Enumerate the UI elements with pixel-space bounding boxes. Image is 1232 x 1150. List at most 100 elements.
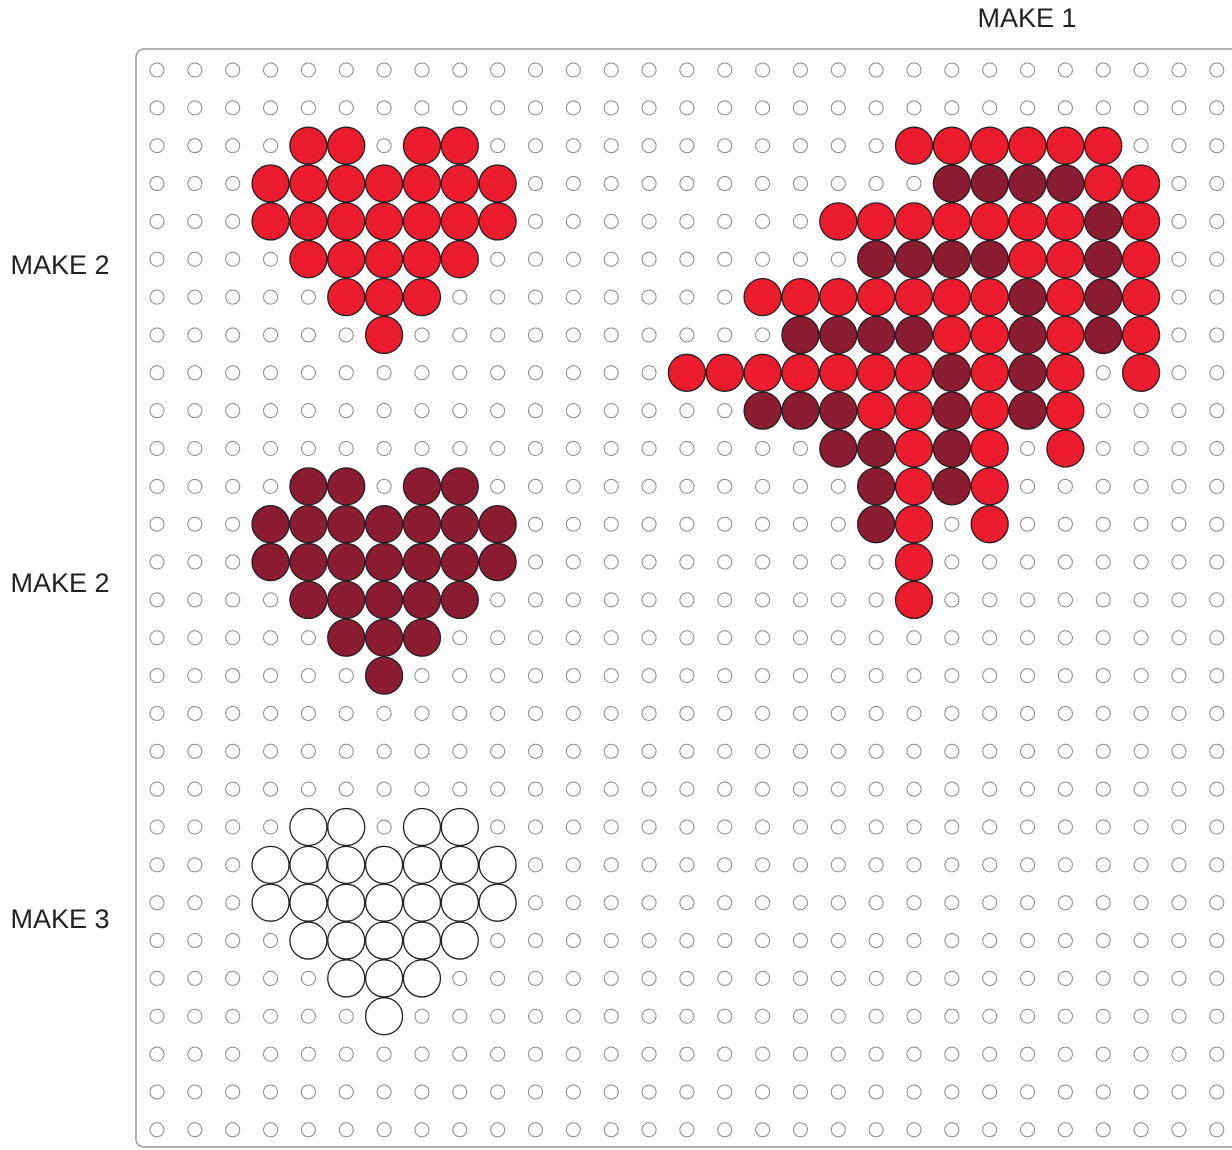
peg (264, 404, 278, 418)
peg (718, 63, 732, 77)
peg (301, 1047, 315, 1061)
peg (756, 1123, 770, 1137)
bead (1123, 316, 1160, 353)
peg (566, 593, 580, 607)
peg (1058, 669, 1072, 683)
peg (718, 744, 732, 758)
bead (1085, 127, 1122, 164)
peg (529, 593, 543, 607)
peg (1021, 744, 1035, 758)
peg (604, 1085, 618, 1099)
bead (1047, 392, 1084, 429)
peg (1210, 101, 1224, 115)
peg (453, 1085, 467, 1099)
peg (756, 1085, 770, 1099)
peg (491, 139, 505, 153)
peg (1021, 706, 1035, 720)
bead (858, 279, 895, 316)
peg (907, 63, 921, 77)
peg (188, 971, 202, 985)
bead (971, 279, 1008, 316)
peg (1172, 782, 1186, 796)
peg (1021, 820, 1035, 834)
peg (1172, 479, 1186, 493)
peg (1172, 517, 1186, 531)
peg (491, 631, 505, 645)
peg (1058, 858, 1072, 872)
peg (983, 782, 997, 796)
peg (1134, 1047, 1148, 1061)
peg (339, 1085, 353, 1099)
peg (945, 971, 959, 985)
peg (339, 669, 353, 683)
peg (226, 328, 240, 342)
peg (869, 1047, 883, 1061)
peg (1021, 858, 1035, 872)
peg (1058, 1009, 1072, 1023)
bead (896, 203, 933, 240)
bead (1047, 165, 1084, 202)
peg (377, 782, 391, 796)
peg (529, 366, 543, 380)
peg (983, 934, 997, 948)
bead (971, 468, 1008, 505)
peg (604, 214, 618, 228)
peg (566, 669, 580, 683)
peg (1134, 101, 1148, 115)
bead (820, 316, 857, 353)
peg (1210, 1085, 1224, 1099)
peg (339, 1009, 353, 1023)
bead (290, 506, 327, 543)
peg (1021, 934, 1035, 948)
peg (869, 139, 883, 153)
peg (377, 744, 391, 758)
peg (1210, 1123, 1224, 1137)
peg (1096, 858, 1110, 872)
bead (441, 846, 478, 883)
peg (226, 1047, 240, 1061)
peg (793, 934, 807, 948)
bead (782, 354, 819, 391)
peg (680, 63, 694, 77)
peg (529, 177, 543, 191)
peg (869, 101, 883, 115)
peg (529, 858, 543, 872)
peg (1210, 63, 1224, 77)
bead (441, 809, 478, 846)
peg (1134, 858, 1148, 872)
bead (328, 809, 365, 846)
peg (415, 63, 429, 77)
peg (756, 517, 770, 531)
peg (301, 328, 315, 342)
peg (415, 1123, 429, 1137)
peg (226, 442, 240, 456)
bead (366, 619, 403, 656)
peg (453, 1047, 467, 1061)
peg (1210, 366, 1224, 380)
peg (377, 101, 391, 115)
make-label: MAKE 2 (10, 250, 109, 280)
bead (290, 544, 327, 581)
peg (566, 366, 580, 380)
peg (983, 1123, 997, 1137)
peg (1210, 555, 1224, 569)
peg (1172, 404, 1186, 418)
bead (933, 430, 970, 467)
bead (896, 241, 933, 278)
peg (756, 63, 770, 77)
bead (896, 544, 933, 581)
bead (403, 165, 440, 202)
peg (1210, 858, 1224, 872)
peg (529, 1123, 543, 1137)
bead (252, 203, 289, 240)
peg (415, 328, 429, 342)
peg (1134, 404, 1148, 418)
bead (971, 241, 1008, 278)
peg (642, 479, 656, 493)
peg (1096, 366, 1110, 380)
peg (339, 63, 353, 77)
peg (1058, 101, 1072, 115)
peg (339, 366, 353, 380)
peg (869, 177, 883, 191)
peg (301, 971, 315, 985)
